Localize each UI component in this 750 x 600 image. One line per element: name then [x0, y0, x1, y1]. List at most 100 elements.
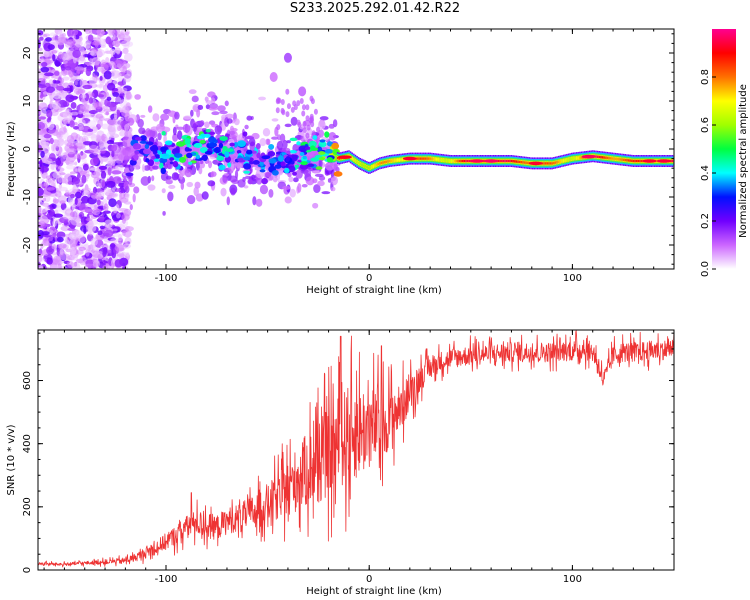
ridge-blob — [161, 131, 166, 136]
noise-blob — [65, 65, 72, 71]
ridge-band — [616, 157, 618, 161]
noise-blob — [38, 53, 45, 57]
ridge-band — [372, 165, 375, 168]
noise-blob — [74, 122, 78, 126]
ridge-band — [514, 160, 516, 163]
ridge-halo — [125, 145, 134, 160]
noise-blob — [45, 86, 56, 93]
ridge-blob — [132, 143, 142, 150]
noise-blob — [81, 131, 86, 136]
noise-blob — [46, 257, 53, 265]
ridge-band — [505, 159, 508, 163]
noise-blob — [115, 164, 124, 172]
ridge-blob — [145, 158, 150, 163]
streak-blob — [276, 97, 281, 104]
scatter-blob — [319, 116, 329, 121]
ridge-band — [437, 158, 440, 161]
x-tick-label: 100 — [563, 273, 582, 284]
y-tick-label: 400 — [22, 434, 33, 453]
noise-blob — [123, 155, 130, 163]
noise-blob — [75, 230, 84, 239]
scatter-blob — [152, 165, 159, 170]
scatter-blob — [208, 120, 216, 125]
noise-blob — [38, 47, 43, 52]
noise-blob — [47, 44, 55, 50]
noise-blob — [113, 111, 118, 119]
ridge-blob — [256, 152, 261, 159]
ridge-blob — [219, 136, 228, 141]
ridge-band — [606, 156, 609, 160]
noise-blob — [118, 192, 123, 201]
scatter-blob — [188, 89, 197, 95]
ridge-blob — [315, 166, 323, 170]
noise-blob — [69, 211, 76, 218]
scatter-blob — [145, 127, 151, 137]
noise-blob — [41, 231, 50, 236]
noise-blob — [56, 236, 64, 243]
ridge-band — [579, 156, 581, 159]
scatter-blob — [141, 164, 146, 173]
scatter-blob — [133, 186, 140, 194]
noise-blob — [81, 174, 87, 184]
noise-blob — [46, 246, 54, 255]
scatter-blob — [135, 114, 141, 124]
streak-blob — [301, 110, 306, 117]
ridge-band — [371, 165, 373, 169]
scatter-blob — [214, 125, 223, 135]
noise-blob — [98, 156, 109, 162]
snr-y-label: SNR (10 * v/v) — [6, 424, 17, 495]
ridge-blob — [164, 140, 173, 146]
ridge-band — [453, 159, 456, 163]
noise-blob — [48, 129, 58, 134]
noise-blob — [70, 29, 79, 36]
ridge-blob — [268, 158, 277, 164]
ridge-blob — [280, 161, 286, 167]
scatter-blob — [147, 105, 153, 113]
noise-blob — [76, 152, 87, 160]
ridge-halo — [120, 146, 129, 161]
noise-blob — [57, 51, 64, 59]
scatter-blob — [246, 115, 253, 121]
ridge-band — [354, 159, 357, 163]
ridge-band — [618, 158, 620, 161]
noise-blob — [124, 251, 130, 257]
ridge-blob — [204, 150, 213, 155]
noise-blob — [88, 244, 94, 253]
colorbar-label: Normalized spectral amplitude — [738, 84, 749, 238]
noise-blob — [107, 29, 116, 36]
noise-blob — [51, 90, 62, 100]
noise-blob — [101, 123, 109, 130]
ridge-band — [387, 160, 389, 163]
noise-blob — [56, 132, 62, 138]
noise-blob — [96, 49, 106, 57]
ridge-band — [395, 159, 397, 162]
noise-blob — [57, 37, 68, 44]
noise-blob — [108, 192, 119, 198]
noise-blob — [38, 129, 44, 135]
scatter-blob — [190, 109, 194, 117]
ridge-band — [570, 157, 573, 160]
scatter-blob — [162, 210, 166, 216]
ridge-band — [450, 159, 453, 163]
ridge-blob — [292, 171, 297, 176]
y-tick-label: 0 — [22, 146, 33, 152]
scatter-blob — [228, 134, 237, 139]
scatter-blob — [161, 188, 166, 194]
scatter-blob — [160, 113, 170, 121]
spectrogram-y-axis: -20 -10 0 10 20 — [22, 33, 674, 265]
noise-blob — [44, 194, 51, 203]
noise-blob — [104, 229, 114, 238]
streak-blob — [285, 88, 290, 95]
noise-blob — [99, 37, 104, 47]
ridge-hotspot — [581, 154, 596, 159]
noise-blob — [114, 47, 121, 54]
ridge-band — [640, 159, 643, 163]
noise-blob — [117, 233, 123, 242]
scatter-blob — [127, 137, 131, 148]
colorbar-tick-label: 0.8 — [700, 69, 711, 85]
noise-blob — [109, 48, 116, 56]
ridge-band — [358, 161, 360, 165]
scatter-blob — [230, 187, 236, 196]
noise-blob — [85, 217, 93, 222]
noise-blob — [124, 201, 132, 205]
